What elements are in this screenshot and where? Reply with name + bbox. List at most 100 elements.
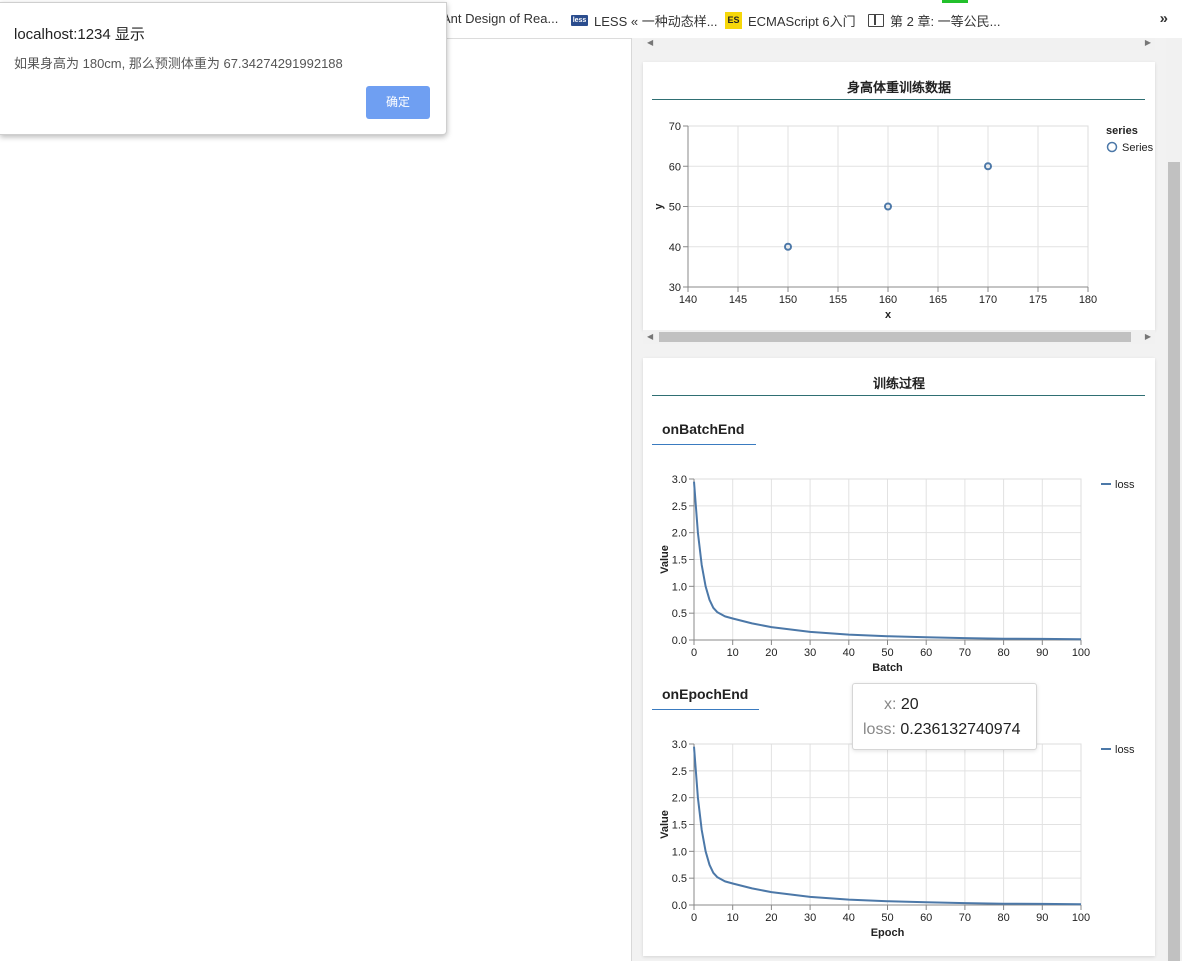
scatter-point bbox=[884, 202, 892, 211]
x-tick-label: 0 bbox=[691, 647, 697, 659]
dialog-title: localhost:1234 显示 bbox=[14, 26, 145, 43]
x-tick-label: 80 bbox=[997, 912, 1009, 924]
x-tick-label: 90 bbox=[1036, 647, 1048, 659]
y-tick-label: 2.5 bbox=[672, 766, 687, 778]
epoch-heading: onEpochEnd bbox=[662, 686, 749, 702]
batch-loss-chart: 0 10 20 30 40 50 60 70 80 90 100 0.0 0.5 1.0 1.5 2.0 2.5… bbox=[659, 474, 1135, 674]
scatter-card: 身高体重训练数据 140 145 150 155 160 165 170 175 180 30 40… bbox=[643, 62, 1155, 330]
legend-symbol bbox=[1106, 141, 1118, 153]
x-tick-label: 30 bbox=[804, 912, 816, 924]
x-tick-label: 0 bbox=[691, 912, 697, 924]
page-vertical-scrollbar[interactable] bbox=[1166, 38, 1182, 961]
x-tick-label: 10 bbox=[727, 912, 739, 924]
chart-tooltip: x: 20 loss: 0.236132740974 bbox=[852, 683, 1037, 750]
bookmark-ant-design[interactable]: Ant Design of Rea... bbox=[442, 11, 558, 26]
x-tick-label: 20 bbox=[765, 647, 777, 659]
tooltip-loss-value: 0.236132740974 bbox=[900, 721, 1021, 738]
less-icon: less bbox=[571, 15, 588, 26]
y-tick-label: 60 bbox=[669, 161, 681, 173]
x-tick-label: 145 bbox=[729, 294, 747, 306]
tooltip-x-value: 20 bbox=[900, 696, 919, 713]
x-tick-label: 60 bbox=[920, 912, 932, 924]
tooltip-loss-key: loss: bbox=[863, 721, 896, 738]
x-tick-label: 80 bbox=[997, 647, 1009, 659]
bookmark-label: LESS « 一种动态样... bbox=[594, 14, 718, 29]
loss-line bbox=[693, 481, 1082, 641]
x-tick-label: 70 bbox=[959, 647, 971, 659]
card-title-rule bbox=[652, 395, 1145, 396]
tab-indicator bbox=[942, 0, 968, 3]
batch-heading-rule bbox=[652, 444, 756, 445]
y-axis-title: Value bbox=[659, 810, 671, 839]
x-tick-label: 140 bbox=[679, 294, 697, 306]
bookmark-chapter2[interactable]: 第 2 章: 一等公民... bbox=[868, 11, 1001, 30]
x-tick-label: 180 bbox=[1079, 294, 1097, 306]
batch-heading: onBatchEnd bbox=[662, 421, 745, 437]
x-tick-label: 30 bbox=[804, 647, 816, 659]
epoch-heading-rule bbox=[652, 709, 759, 710]
x-axis-title: Epoch bbox=[871, 927, 905, 939]
y-tick-label: 1.0 bbox=[672, 581, 687, 593]
x-tick-label: 50 bbox=[881, 912, 893, 924]
scroll-right-arrow-icon[interactable]: ▶ bbox=[1144, 332, 1151, 341]
y-tick-label: 0.5 bbox=[672, 873, 687, 885]
y-tick-label: 30 bbox=[669, 282, 681, 294]
y-tick-label: 1.5 bbox=[672, 555, 687, 567]
card-title: 身高体重训练数据 bbox=[846, 80, 951, 95]
scatter-horizontal-scrollbar[interactable]: ◀ ▶ bbox=[643, 330, 1155, 344]
x-tick-label: 40 bbox=[843, 647, 855, 659]
scrollbar-thumb[interactable] bbox=[659, 332, 1131, 342]
y-axis-title: Value bbox=[659, 545, 671, 574]
training-card: 训练过程 onBatchEnd onEpochEnd 0 10 20 30 40 50 60… bbox=[643, 358, 1155, 956]
y-tick-label: 2.5 bbox=[672, 501, 687, 513]
bookmark-less[interactable]: less LESS « 一种动态样... bbox=[571, 11, 718, 30]
y-tick-label: 40 bbox=[669, 242, 681, 254]
legend-label: loss bbox=[1115, 744, 1135, 756]
x-tick-label: 160 bbox=[879, 294, 897, 306]
scroll-left-arrow-icon[interactable]: ◀ bbox=[647, 332, 654, 341]
dialog-message: 如果身高为 180cm, 那么预测体重为 67.34274291992188 bbox=[14, 56, 343, 71]
bookmark-es6[interactable]: ES ECMAScript 6入门 bbox=[725, 11, 856, 30]
scatter-chart: 140 145 150 155 160 165 170 175 180 30 40 50 60 70 x y s… bbox=[653, 121, 1154, 321]
x-tick-label: 155 bbox=[829, 294, 847, 306]
x-tick-label: 90 bbox=[1036, 912, 1048, 924]
card-title-rule bbox=[652, 99, 1145, 100]
y-tick-label: 0.0 bbox=[672, 635, 687, 647]
bookmark-label: 第 2 章: 一等公民... bbox=[890, 14, 1001, 29]
x-axis-title: Batch bbox=[872, 662, 903, 674]
tooltip-x-key: x: bbox=[884, 696, 897, 713]
y-tick-label: 0.5 bbox=[672, 608, 687, 620]
y-tick-label: 50 bbox=[669, 202, 681, 214]
top-horizontal-scrollbar[interactable]: ◀ ▶ bbox=[643, 38, 1155, 50]
bookmarks-overflow-button[interactable]: » bbox=[1159, 10, 1168, 27]
book-icon bbox=[868, 14, 884, 27]
x-tick-label: 10 bbox=[727, 647, 739, 659]
bookmark-label: ECMAScript 6入门 bbox=[748, 14, 856, 29]
y-tick-label: 2.0 bbox=[672, 793, 687, 805]
legend-label: loss bbox=[1115, 479, 1135, 491]
x-tick-label: 100 bbox=[1072, 647, 1090, 659]
ok-button[interactable]: 确定 bbox=[366, 86, 430, 119]
y-tick-label: 0.0 bbox=[672, 900, 687, 912]
x-tick-label: 170 bbox=[979, 294, 997, 306]
scroll-left-arrow-icon[interactable]: ◀ bbox=[647, 38, 654, 47]
y-tick-label: 3.0 bbox=[672, 739, 687, 751]
y-tick-label: 1.5 bbox=[672, 820, 687, 832]
y-tick-label: 3.0 bbox=[672, 474, 687, 486]
es-icon: ES bbox=[725, 12, 742, 29]
alert-dialog: localhost:1234 显示 如果身高为 180cm, 那么预测体重为 6… bbox=[0, 2, 447, 135]
legend-label: Series bbox=[1122, 142, 1154, 154]
y-tick-label: 1.0 bbox=[672, 846, 687, 858]
x-tick-label: 40 bbox=[843, 912, 855, 924]
card-title: 训练过程 bbox=[872, 376, 925, 391]
legend-title: series bbox=[1106, 125, 1138, 137]
x-tick-label: 100 bbox=[1072, 912, 1090, 924]
x-tick-label: 60 bbox=[920, 647, 932, 659]
scroll-right-arrow-icon[interactable]: ▶ bbox=[1144, 38, 1151, 47]
x-tick-label: 70 bbox=[959, 912, 971, 924]
y-axis-title: y bbox=[653, 203, 665, 210]
scrollbar-thumb[interactable] bbox=[1168, 162, 1180, 961]
x-tick-label: 165 bbox=[929, 294, 947, 306]
scatter-point bbox=[984, 162, 992, 171]
y-tick-label: 2.0 bbox=[672, 528, 687, 540]
